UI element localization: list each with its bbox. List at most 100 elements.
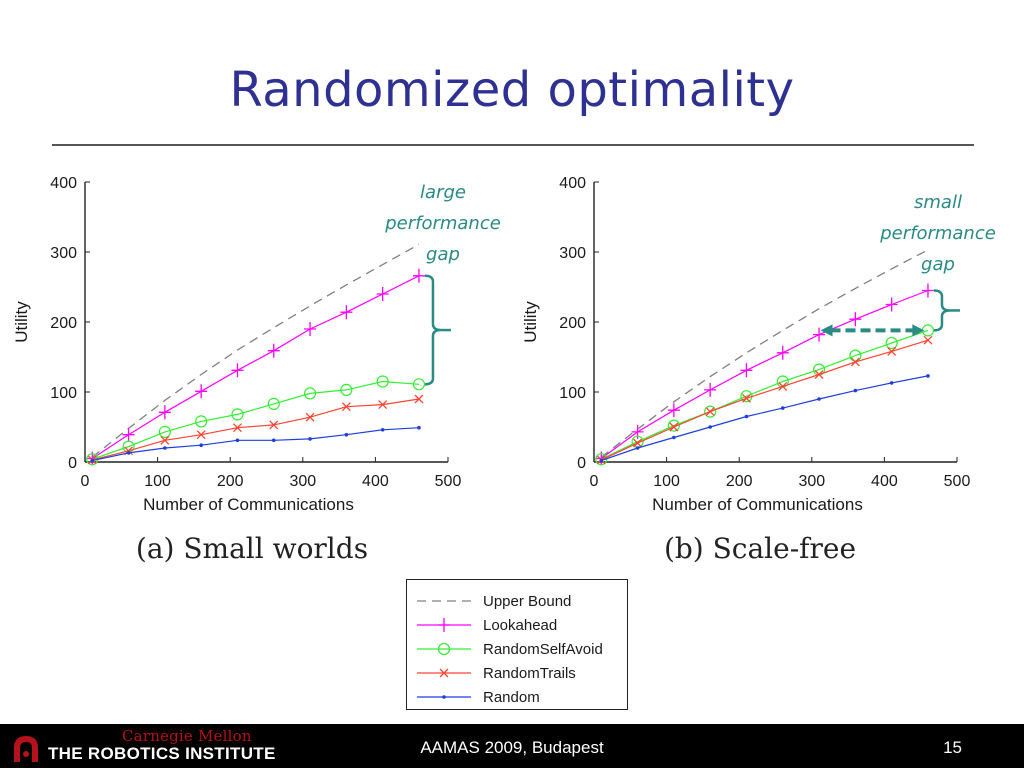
x-axis-label: Number of Communications	[143, 495, 354, 514]
series-randomselfavoid	[595, 324, 935, 466]
legend-entry-lookahead: Lookahead	[417, 617, 557, 634]
data-point-randomselfavoid	[158, 425, 171, 438]
data-point-random	[271, 438, 276, 443]
data-point-randomselfavoid	[267, 397, 280, 410]
title-divider	[52, 144, 974, 146]
annotation-text: small	[914, 192, 962, 213]
y-tick-label: 400	[50, 175, 77, 192]
y-tick-label: 100	[50, 385, 77, 402]
x-tick-label: 400	[871, 473, 898, 490]
data-point-lookahead	[667, 403, 680, 418]
data-point-randomtrails	[742, 393, 751, 403]
data-point-randomselfavoid	[195, 415, 208, 428]
series-randomtrails	[596, 335, 933, 465]
data-point-random	[380, 428, 385, 432]
series-lookahead	[86, 268, 425, 466]
series-random	[90, 425, 421, 463]
x-tick-label: 500	[435, 473, 462, 490]
cmu-logo-text: Carnegie Mellon	[122, 727, 252, 745]
slide-title: Randomized optimality	[229, 62, 795, 118]
data-point-lookahead	[704, 382, 717, 397]
slide-number: 15	[943, 738, 962, 757]
chart-caption: (b) Scale-free	[664, 532, 856, 565]
data-point-randomtrails	[378, 400, 388, 410]
data-point-random	[344, 432, 349, 437]
legend-marker	[439, 668, 449, 678]
y-tick-label: 400	[559, 175, 586, 192]
data-point-lookahead	[267, 343, 280, 358]
legend-label: RandomTrails	[483, 665, 576, 682]
series-randomtrails	[87, 394, 424, 465]
x-tick-label: 300	[289, 473, 316, 490]
y-tick-label: 0	[68, 455, 77, 472]
data-point-random	[235, 438, 240, 443]
data-point-random	[199, 443, 203, 448]
data-point-lookahead	[849, 312, 862, 327]
x-tick-label: 200	[726, 473, 753, 490]
data-point-random	[635, 446, 640, 450]
y-tick-label: 300	[50, 245, 77, 262]
data-point-random	[889, 381, 894, 385]
footer-bar: Carnegie Mellon THE ROBOTICS INSTITUTE A…	[0, 724, 1024, 768]
chart-caption: (a) Small worlds	[136, 532, 368, 565]
series-upper-bound	[91, 243, 420, 458]
data-point-lookahead	[740, 363, 753, 378]
legend-label: Upper Bound	[483, 593, 571, 610]
y-tick-label: 100	[559, 385, 586, 402]
data-point-randomtrails	[233, 423, 242, 433]
data-point-randomselfavoid	[303, 387, 317, 400]
data-point-randomtrails	[414, 394, 424, 404]
data-point-randomselfavoid	[340, 383, 353, 396]
series-line-random	[92, 427, 420, 462]
legend-entry-random: Random	[417, 689, 540, 706]
data-point-randomtrails	[669, 422, 679, 432]
legend-entry-randomselfavoid: RandomSelfAvoid	[417, 641, 603, 658]
y-tick-label: 300	[559, 245, 586, 262]
gap-arrow-head-right	[912, 324, 925, 337]
x-tick-label: 200	[217, 473, 244, 490]
series-line-lookahead	[600, 289, 929, 459]
gap-arrow-head-left	[820, 324, 833, 337]
series-line-randomtrails	[601, 339, 929, 461]
x-tick-label: 0	[590, 473, 599, 490]
x-tick-label: 0	[81, 473, 90, 490]
data-point-randomselfavoid	[885, 336, 898, 350]
annotation-text: gap	[921, 254, 955, 275]
chart-small-worlds: 0 100 200 300 400 500 0 100 200 300 400 Number of C…	[12, 175, 501, 565]
series-line-upper-bound	[600, 249, 929, 458]
data-point-randomtrails	[633, 438, 643, 448]
gap-bracket	[933, 289, 951, 332]
data-point-randomtrails	[705, 407, 715, 417]
data-point-randomtrails	[160, 435, 170, 445]
annotation-text: performance	[384, 213, 501, 234]
legend-label: RandomSelfAvoid	[483, 641, 603, 658]
series-line-randomselfavoid	[601, 329, 929, 460]
data-point-lookahead	[231, 363, 244, 378]
data-point-lookahead	[122, 427, 135, 442]
data-point-random	[672, 435, 676, 440]
data-point-random	[308, 437, 312, 441]
series-line-upper-bound	[91, 243, 420, 458]
data-point-random	[599, 458, 604, 463]
data-point-lookahead	[921, 283, 934, 298]
x-tick-label: 500	[944, 473, 971, 490]
legend-label: Lookahead	[483, 617, 557, 634]
data-point-random	[853, 388, 858, 393]
data-point-lookahead	[776, 345, 789, 360]
data-point-lookahead	[340, 305, 353, 320]
data-point-randomselfavoid	[231, 408, 244, 421]
series-line-randomtrails	[92, 398, 420, 461]
annotation-text: performance	[879, 223, 996, 244]
x-tick-label: 300	[798, 473, 825, 490]
data-point-random	[163, 446, 167, 450]
data-point-lookahead	[158, 405, 171, 420]
data-point-randomtrails	[923, 335, 933, 345]
data-point-random	[90, 458, 95, 463]
data-point-lookahead	[885, 297, 898, 312]
x-tick-label: 100	[144, 473, 171, 490]
annotation-text: large	[420, 182, 466, 203]
data-point-lookahead	[195, 384, 208, 399]
y-tick-label: 200	[50, 315, 77, 332]
data-point-randomtrails	[196, 430, 206, 440]
footer-venue: AAMAS 2009, Budapest	[420, 738, 604, 757]
